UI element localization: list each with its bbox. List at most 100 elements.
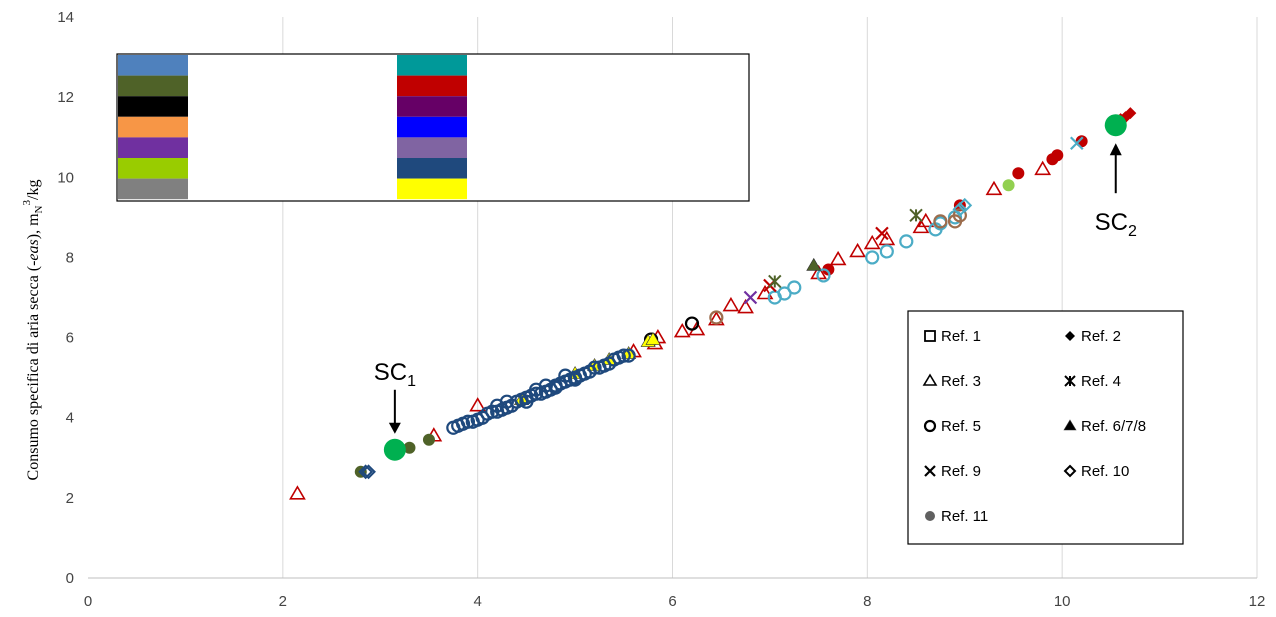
data-point — [899, 234, 914, 249]
legend-label: Ref. 1 — [941, 328, 981, 345]
data-point — [933, 214, 948, 229]
data-point — [1012, 167, 1025, 180]
data-points — [289, 107, 1137, 500]
legend-label: Ref. 3 — [941, 373, 981, 390]
annotation-label: SC2 — [1095, 209, 1137, 240]
color-swatch — [397, 158, 467, 179]
data-point — [806, 257, 822, 271]
data-point — [816, 268, 831, 283]
data-point — [1070, 136, 1084, 151]
y-tick-label: 4 — [66, 410, 74, 427]
legend-marker — [1063, 419, 1077, 431]
y-tick-label: 8 — [66, 249, 74, 266]
data-point — [849, 242, 866, 258]
legend-label: Ref. 6/7/8 — [1081, 418, 1146, 435]
x-tick-label: 2 — [279, 593, 287, 610]
data-point — [469, 397, 487, 412]
legend-label: Ref. 2 — [1081, 328, 1121, 345]
data-point — [865, 250, 880, 265]
legend-label: Ref. 4 — [1081, 373, 1121, 390]
y-tick-label: 12 — [57, 89, 74, 106]
data-point — [361, 464, 376, 480]
color-swatch — [397, 55, 467, 76]
data-point — [684, 316, 700, 331]
legend-label: Ref. 9 — [941, 463, 981, 480]
color-swatch — [118, 96, 188, 117]
data-point — [460, 414, 476, 429]
x-tick-labels: 0 2 4 6 8 10 12 — [84, 593, 1266, 610]
data-point — [957, 197, 973, 213]
data-point — [587, 360, 602, 375]
legend-label: Ref. 11 — [941, 508, 988, 525]
data-point — [403, 441, 416, 454]
data-point — [383, 438, 406, 461]
x-tick-label: 4 — [473, 593, 481, 610]
y-tick-label: 14 — [57, 9, 74, 26]
color-swatch — [118, 158, 188, 179]
data-point — [952, 208, 967, 223]
data-point — [952, 201, 968, 217]
legend-marker — [1064, 375, 1076, 387]
legend-marker — [924, 465, 936, 477]
color-swatch — [397, 116, 467, 138]
data-point — [787, 280, 802, 295]
legend-marker — [1063, 464, 1077, 478]
y-tick-label: 6 — [66, 330, 74, 347]
data-point — [422, 433, 435, 446]
data-point — [358, 464, 374, 480]
data-point — [743, 290, 758, 305]
data-point — [756, 284, 774, 300]
data-point — [538, 378, 553, 393]
legend-marker — [925, 511, 935, 521]
color-swatch — [397, 137, 467, 158]
y-tick-labels: 0 2 4 6 8 10 12 14 — [57, 9, 74, 587]
color-swatch — [118, 137, 188, 158]
y-tick-label: 10 — [57, 169, 74, 186]
data-point — [289, 485, 306, 500]
data-point — [822, 263, 835, 276]
data-point — [863, 234, 881, 250]
y-tick-label: 0 — [66, 570, 74, 587]
x-tick-label: 10 — [1054, 593, 1071, 610]
data-point — [529, 386, 544, 401]
data-point — [875, 226, 889, 241]
annotation-arrowhead — [388, 422, 401, 434]
data-point — [1002, 179, 1015, 192]
color-swatch — [118, 116, 188, 138]
data-point — [879, 244, 894, 259]
color-key-box — [116, 53, 750, 202]
data-point — [737, 298, 754, 314]
color-swatch — [118, 75, 188, 97]
data-point — [567, 372, 583, 387]
legend-marker — [922, 373, 938, 386]
y-axis-label: Consumo specifica di aria secca (-eas), … — [21, 180, 45, 481]
legend-marker — [924, 330, 936, 342]
x-tick-label: 0 — [84, 593, 92, 610]
data-point — [499, 394, 514, 409]
data-point — [519, 394, 534, 409]
legend-marker — [1065, 331, 1075, 341]
data-point — [829, 250, 847, 266]
color-swatch — [397, 75, 467, 97]
annotations: SC1 SC2 — [374, 143, 1137, 434]
color-swatch — [118, 55, 188, 76]
x-tick-label: 12 — [1249, 593, 1266, 610]
legend: Ref. 1 Ref. 2 Ref. 3 Ref. 4 Ref. 5 Ref. 6/7/8… — [907, 310, 1184, 545]
color-swatch — [118, 178, 188, 200]
data-point — [768, 274, 782, 289]
data-point — [722, 296, 740, 312]
data-point — [1034, 160, 1052, 176]
legend-frame — [907, 310, 1184, 545]
legend-label: Ref. 5 — [941, 418, 981, 435]
data-point — [909, 208, 923, 223]
data-point — [985, 180, 1003, 196]
x-tick-label: 8 — [863, 593, 871, 610]
color-swatch — [397, 178, 467, 200]
color-swatch — [397, 96, 467, 117]
data-point — [673, 322, 691, 338]
legend-marker — [923, 419, 937, 433]
data-point — [1051, 149, 1064, 162]
x-tick-label: 6 — [668, 593, 676, 610]
data-point — [616, 348, 631, 363]
legend-label: Ref. 10 — [1081, 463, 1129, 480]
